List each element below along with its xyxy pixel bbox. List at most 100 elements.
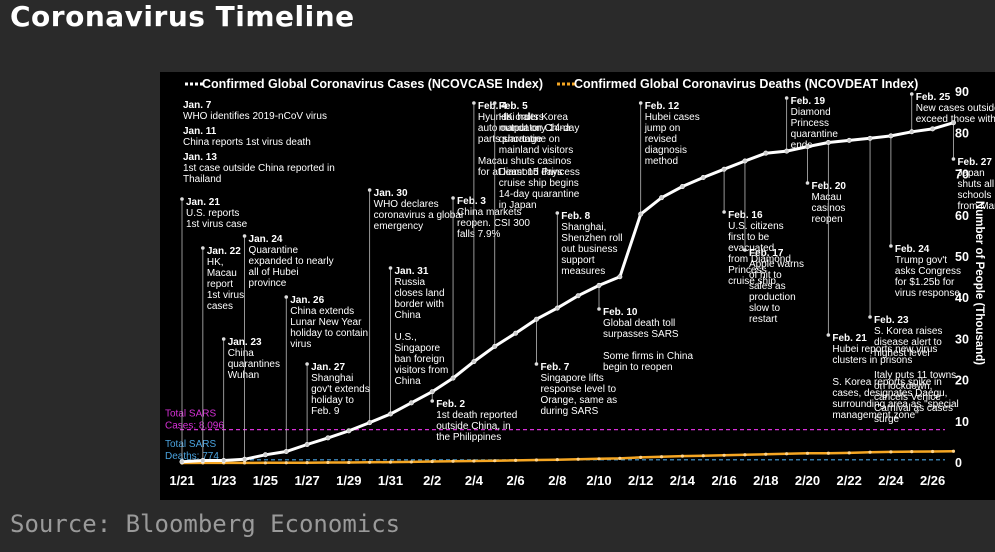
y-tick-label: 80 (955, 126, 969, 140)
annotation-text: ban foreign (395, 354, 445, 365)
reference-label: Total SARS (165, 409, 216, 420)
annotation-text: revised (645, 134, 677, 145)
cases-point (221, 458, 227, 464)
annotation-text: auto output on China (478, 123, 571, 134)
annotation-text: expanded to nearly (249, 256, 334, 267)
cases-point (325, 435, 331, 441)
annotation-text: U.S. reports (186, 208, 239, 219)
annotation-dot (826, 333, 831, 337)
header-note-date: Jan. 13 (183, 152, 217, 163)
annotation-dot (909, 92, 914, 96)
annotation-text: visitors from (395, 365, 449, 376)
deaths-point (785, 452, 789, 456)
annotation-text: sales as (749, 281, 786, 292)
cases-point (408, 400, 414, 406)
annotation-dot (868, 315, 872, 319)
annotation-text: measures (561, 266, 605, 277)
deaths-point (472, 459, 476, 463)
cases-point (346, 428, 352, 434)
annotation-text: China extends (290, 306, 354, 317)
annotation-text: S. Korea reports spike in (832, 377, 942, 388)
header-note-text: 1st case outside China reported in (183, 163, 335, 174)
annotation-dot (784, 96, 789, 100)
reference-label: Deaths: 774 (165, 451, 219, 462)
annotation-text: cruise ship begins (499, 178, 579, 189)
annotation-dot (743, 248, 747, 252)
annotation-text: 14-day quarantine (499, 189, 580, 200)
annotation-text: 1st virus case (186, 219, 248, 230)
x-tick-label: 1/29 (336, 473, 361, 488)
annotation-text: virus response (895, 288, 960, 299)
header-note-text: Thailand (183, 174, 221, 185)
annotation-text: Princess (791, 118, 829, 129)
annotation-dot (555, 211, 560, 215)
deaths-point (659, 455, 664, 459)
annotation-text: surrounding area as "special (832, 399, 958, 410)
cases-line (181, 121, 954, 464)
cases-point (638, 211, 644, 217)
annotation-date: Jan. 31 (395, 266, 429, 277)
x-tick-label: 2/6 (507, 473, 525, 488)
x-tick-label: 2/10 (586, 473, 611, 488)
y-axis-label: Number of People (Thousand) (973, 201, 985, 365)
annotation-text: parts shortage (478, 134, 542, 145)
annotation-text: Wuhan (228, 370, 260, 381)
cases-point (200, 458, 206, 464)
deaths-point (826, 451, 830, 455)
x-tick-label: 1/23 (211, 473, 236, 488)
annotation-text: mandatory 14-day (499, 123, 580, 134)
annotation-text: Macau (207, 268, 237, 279)
annotation-text: clusters in prisons (832, 355, 912, 366)
cases-point (575, 293, 581, 299)
deaths-point (680, 454, 685, 458)
annotation-text: Hyundai halts Korea (478, 112, 568, 123)
annotation-text: of hit to (749, 270, 782, 281)
x-tick-label: 1/27 (294, 473, 319, 488)
cases-point (471, 359, 477, 365)
deaths-point (722, 453, 726, 457)
cases-point (867, 135, 873, 141)
annotation-text: Singapore lifts (540, 373, 603, 384)
annotation-text: all of Hubei (249, 267, 299, 278)
annotation-text: falls 7.9% (457, 229, 500, 240)
annotation-dot (534, 362, 539, 366)
cases-point (763, 150, 769, 156)
deaths-point (409, 460, 413, 464)
annotation-date: Feb. 7 (540, 362, 569, 373)
y-tick-label: 50 (955, 250, 969, 264)
annotation-dot (597, 307, 601, 311)
x-tick-label: 2/20 (795, 473, 820, 488)
annotation-date: Jan. 26 (290, 295, 324, 306)
annotation-text: schools (957, 190, 991, 201)
annotation-dot (201, 246, 205, 250)
annotation-text: response level to (540, 384, 616, 395)
cases-point (950, 120, 956, 126)
deaths-line (181, 449, 954, 465)
y-tick-label: 40 (955, 291, 969, 305)
annotation-dot (242, 234, 247, 238)
annotation-text: out business (561, 244, 617, 255)
annotation-dot (638, 101, 643, 105)
annotation-date: Feb. 19 (791, 96, 826, 107)
annotation-dot (951, 157, 956, 161)
deaths-point (701, 454, 705, 458)
source-note: Source: Bloomberg Economics (10, 510, 401, 538)
annotation-text: Shanghai, (561, 222, 606, 233)
cases-point (450, 375, 456, 381)
annotation-text: Diamond (791, 107, 831, 118)
annotation-date: Feb. 2 (436, 399, 465, 410)
annotation-date: Jan. 27 (311, 362, 345, 373)
annotation-text: Russia (395, 277, 426, 288)
deaths-point (931, 449, 935, 454)
cases-point (825, 139, 831, 145)
